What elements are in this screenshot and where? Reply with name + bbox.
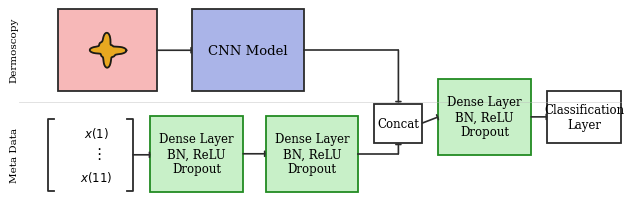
FancyBboxPatch shape	[547, 92, 621, 143]
Text: Dense Layer
BN, ReLU
Dropout: Dense Layer BN, ReLU Dropout	[275, 133, 349, 175]
FancyBboxPatch shape	[192, 10, 304, 92]
Polygon shape	[90, 34, 126, 68]
FancyBboxPatch shape	[374, 104, 422, 143]
Text: Dermoscopy: Dermoscopy	[10, 18, 19, 82]
Text: Dense Layer
BN, ReLU
Dropout: Dense Layer BN, ReLU Dropout	[447, 96, 522, 139]
FancyBboxPatch shape	[150, 116, 243, 192]
FancyBboxPatch shape	[58, 10, 157, 92]
Text: Classification
Layer: Classification Layer	[544, 103, 624, 131]
Text: $x(11)$: $x(11)$	[80, 169, 112, 184]
Text: CNN Model: CNN Model	[208, 44, 288, 58]
Text: $\vdots$: $\vdots$	[91, 145, 101, 161]
Text: Dense Layer
BN, ReLU
Dropout: Dense Layer BN, ReLU Dropout	[159, 133, 234, 175]
Text: $x(1)$: $x(1)$	[84, 125, 108, 140]
Text: Concat: Concat	[378, 117, 419, 130]
FancyBboxPatch shape	[266, 116, 358, 192]
Text: Meta Data: Meta Data	[10, 128, 19, 182]
FancyBboxPatch shape	[438, 80, 531, 155]
